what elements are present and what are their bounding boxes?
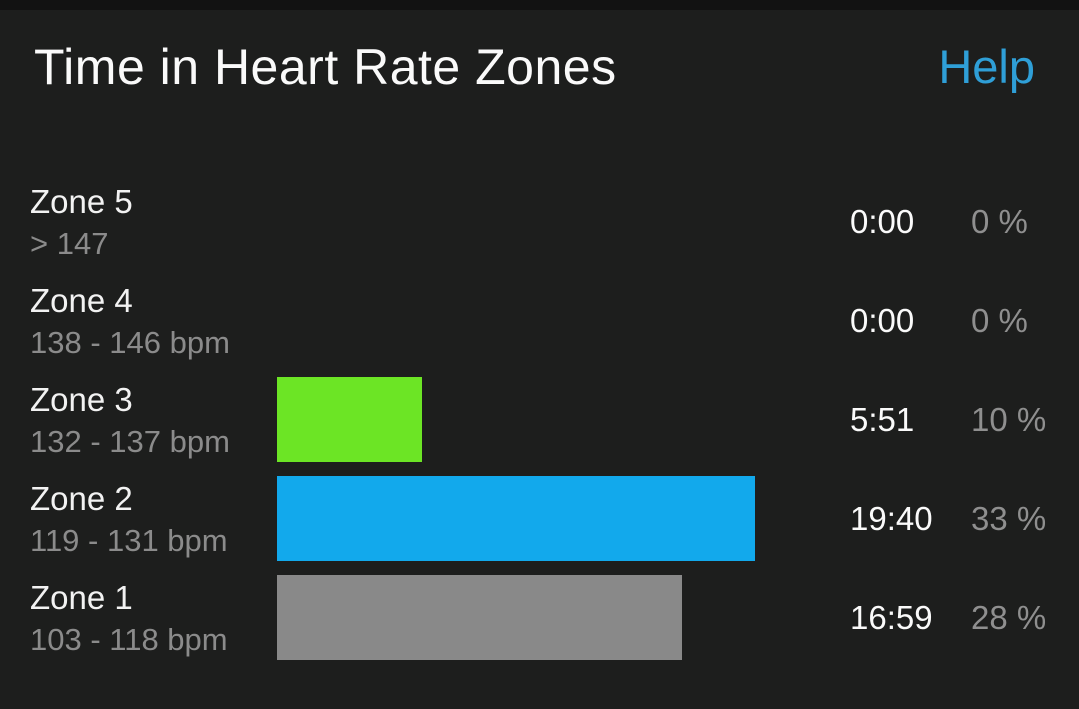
- zone-row: Zone 2 119 - 131 bpm 19:40 33 %: [0, 469, 1079, 568]
- zone-time: 19:40: [850, 499, 933, 537]
- zone-label: Zone 5 > 147: [30, 172, 277, 271]
- zone-bar: [277, 377, 422, 462]
- zone-bar-area: [277, 370, 850, 469]
- top-divider: [0, 0, 1079, 10]
- zone-label: Zone 2 119 - 131 bpm: [30, 469, 277, 568]
- zone-percent: 0 %: [971, 202, 1028, 240]
- zone-range: > 147: [30, 225, 109, 261]
- help-link[interactable]: Help: [938, 40, 1035, 93]
- zone-name: Zone 5: [30, 182, 133, 220]
- zone-label: Zone 3 132 - 137 bpm: [30, 370, 277, 469]
- zone-row: Zone 3 132 - 137 bpm 5:51 10 %: [0, 370, 1079, 469]
- zone-name: Zone 4: [30, 281, 133, 319]
- zone-row: Zone 5 > 147 0:00 0 %: [0, 172, 1079, 271]
- zone-range: 103 - 118 bpm: [30, 621, 228, 657]
- header: Time in Heart Rate Zones Help: [0, 10, 1079, 96]
- zone-label: Zone 1 103 - 118 bpm: [30, 568, 277, 667]
- zones-list: Zone 5 > 147 0:00 0 % Zone 4 138 - 146 b…: [0, 172, 1079, 667]
- page-title: Time in Heart Rate Zones: [34, 39, 617, 95]
- zone-bar: [277, 476, 755, 561]
- zone-time: 0:00: [850, 202, 915, 240]
- zone-row: Zone 1 103 - 118 bpm 16:59 28 %: [0, 568, 1079, 667]
- zone-percent: 28 %: [971, 598, 1047, 636]
- zone-percent: 33 %: [971, 499, 1047, 537]
- zone-bar: [277, 575, 682, 660]
- zone-time: 5:51: [850, 400, 915, 438]
- zone-bar-area: [277, 469, 850, 568]
- zone-range: 132 - 137 bpm: [30, 423, 230, 459]
- zone-range: 138 - 146 bpm: [30, 324, 230, 360]
- zone-bar-area: [277, 568, 850, 667]
- zone-percent: 0 %: [971, 301, 1028, 339]
- zone-percent: 10 %: [971, 400, 1047, 438]
- zone-label: Zone 4 138 - 146 bpm: [30, 271, 277, 370]
- zone-name: Zone 2: [30, 479, 133, 517]
- zone-range: 119 - 131 bpm: [30, 522, 228, 558]
- zone-name: Zone 1: [30, 578, 133, 616]
- zone-time: 16:59: [850, 598, 933, 636]
- zone-bar-area: [277, 271, 850, 370]
- zone-bar-area: [277, 172, 850, 271]
- zone-time: 0:00: [850, 301, 915, 339]
- zone-name: Zone 3: [30, 380, 133, 418]
- zone-row: Zone 4 138 - 146 bpm 0:00 0 %: [0, 271, 1079, 370]
